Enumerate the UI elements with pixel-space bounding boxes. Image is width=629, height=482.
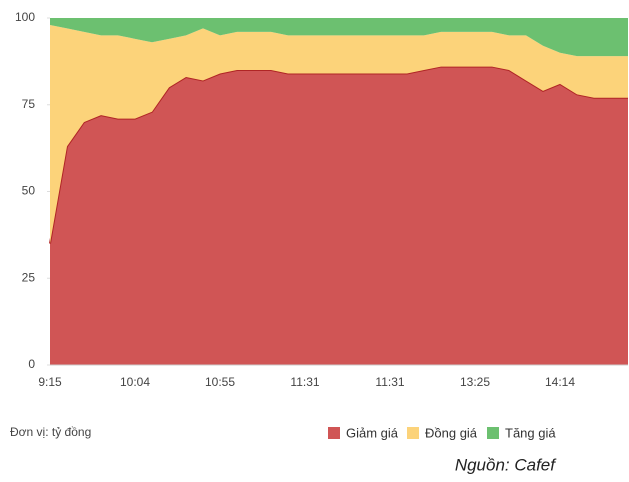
x-tick-label: 13:25: [460, 375, 490, 389]
y-tick-label: 50: [22, 184, 36, 198]
y-tick-label: 100: [15, 10, 35, 24]
x-tick-label: 9:15: [38, 375, 62, 389]
legend-swatch: [487, 427, 499, 439]
x-tick-label: 10:55: [205, 375, 235, 389]
source: Nguồn: Cafef: [455, 455, 557, 474]
area: [50, 24, 628, 244]
area: [50, 18, 628, 57]
legend-label: Tăng giá: [505, 425, 556, 440]
area: [50, 66, 628, 365]
x-tick-label: 11:31: [375, 375, 404, 389]
legend-label: Đồng giá: [425, 425, 478, 440]
legend-swatch: [407, 427, 419, 439]
y-tick-label: 0: [28, 357, 35, 371]
x-tick-label: 11:31: [290, 375, 319, 389]
y-tick-label: 25: [22, 270, 36, 284]
y-tick-label: 75: [22, 97, 36, 111]
legend-swatch: [328, 427, 340, 439]
unit-note: Đơn vị: tỷ đồng: [10, 425, 91, 439]
x-tick-label: 10:04: [120, 375, 150, 389]
legend-label: Giảm giá: [346, 425, 399, 440]
x-tick-label: 14:14: [545, 375, 575, 389]
